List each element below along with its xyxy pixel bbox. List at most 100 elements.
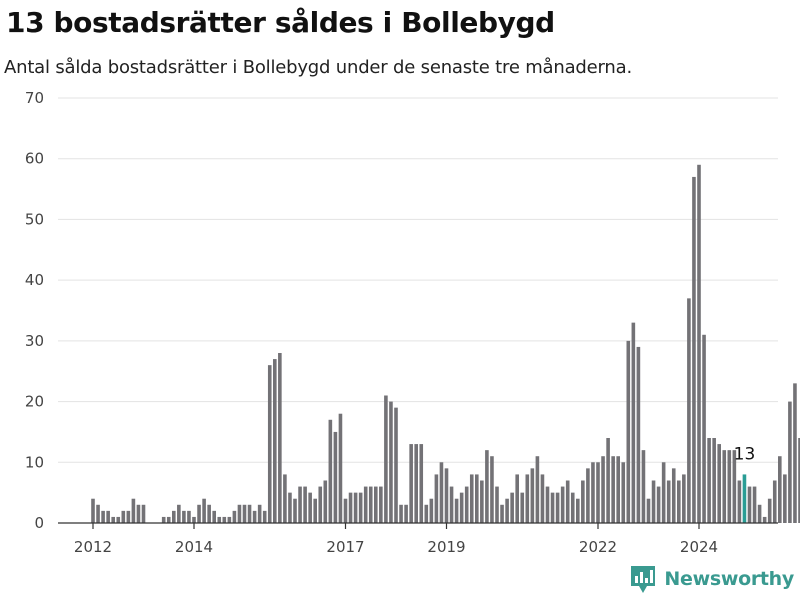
bar: [232, 510, 237, 523]
highlight-data-label: 13: [734, 444, 756, 464]
bar: [611, 456, 615, 523]
bar: [136, 504, 141, 523]
bar: [606, 438, 610, 523]
bar: [126, 510, 131, 523]
bar: [429, 498, 434, 523]
bar: [242, 504, 247, 523]
bar: [601, 456, 605, 523]
y-tick-label: 0: [34, 514, 44, 532]
bar: [363, 486, 368, 523]
bar: [702, 334, 706, 523]
bar: [288, 492, 292, 523]
bar: [106, 510, 110, 523]
bar: [636, 346, 641, 523]
bar: [586, 468, 590, 523]
bar: [404, 504, 408, 523]
bar: [591, 462, 595, 523]
data-labels: 13: [734, 444, 756, 464]
bar: [540, 474, 545, 523]
bar: [697, 164, 701, 524]
bar: [389, 401, 393, 523]
bar: [490, 456, 494, 523]
bar: [96, 504, 100, 523]
y-tick-label: 20: [25, 393, 44, 411]
bar: [722, 450, 727, 523]
bar: [500, 504, 504, 523]
bar: [757, 504, 762, 523]
bar: [101, 510, 105, 523]
bar: [550, 492, 555, 523]
bar: [116, 516, 121, 523]
bar: [379, 486, 383, 523]
bar: [469, 474, 474, 523]
x-tick-label: 2019: [427, 538, 465, 556]
chart-title: 13 bostadsrätter såldes i Bollebygd: [6, 6, 555, 39]
bar: [596, 462, 600, 523]
bar: [303, 486, 307, 523]
bar: [247, 504, 252, 523]
bar: [661, 462, 666, 523]
bar: [318, 486, 323, 523]
bar: [535, 456, 540, 523]
bar: [353, 492, 358, 523]
bar: [419, 444, 424, 523]
bar-chart-logo-icon: [631, 566, 656, 593]
bar: [424, 504, 429, 523]
bar: [485, 450, 489, 523]
bar: [283, 474, 287, 523]
bar: [626, 340, 631, 523]
bar: [671, 468, 676, 523]
bar: [682, 474, 686, 523]
y-axis-ticks: 0 10 20 30 40 50 60 70: [25, 89, 44, 532]
bar: [172, 510, 176, 523]
bar: [222, 516, 227, 523]
y-tick-label: 70: [25, 89, 44, 107]
bar: [449, 486, 454, 523]
bar: [293, 498, 297, 523]
bar: [111, 516, 115, 523]
bar: [510, 492, 514, 523]
bar: [581, 480, 585, 523]
bar: [298, 486, 302, 523]
gridlines: [58, 97, 778, 463]
bar: [545, 486, 550, 523]
bar: [525, 474, 530, 523]
bar: [788, 401, 792, 523]
bar: [772, 480, 777, 523]
bar: [338, 413, 343, 523]
bar: [783, 474, 787, 523]
bar: [348, 492, 353, 523]
bar: [707, 438, 711, 523]
bar: [677, 480, 681, 523]
bar: [651, 480, 656, 523]
bar: [141, 504, 146, 523]
bar: [308, 492, 312, 523]
bar: [121, 510, 126, 523]
bars: [91, 164, 800, 524]
bar: [666, 480, 671, 523]
bar: [505, 498, 509, 523]
bar: [252, 510, 257, 523]
y-tick-label: 10: [25, 453, 44, 471]
bar: [262, 510, 267, 523]
bar: [641, 450, 646, 523]
bar: [616, 456, 620, 523]
brand-name: Newsworthy: [664, 568, 794, 590]
bar: [343, 498, 348, 523]
chart-subtitle: Antal sålda bostadsrätter i Bollebygd un…: [4, 57, 632, 78]
newsworthy-logo[interactable]: Newsworthy: [630, 564, 794, 594]
bar: [515, 474, 519, 523]
bar: [737, 480, 742, 523]
bar: [793, 383, 797, 523]
bar: [333, 431, 338, 523]
bar: [621, 462, 626, 523]
bar: [91, 498, 95, 523]
bar: [495, 486, 499, 523]
bar: [161, 516, 166, 523]
bar: [202, 498, 206, 523]
bar: [732, 450, 737, 523]
bar: [237, 504, 242, 523]
bar: [747, 486, 752, 523]
bar: [631, 322, 636, 523]
